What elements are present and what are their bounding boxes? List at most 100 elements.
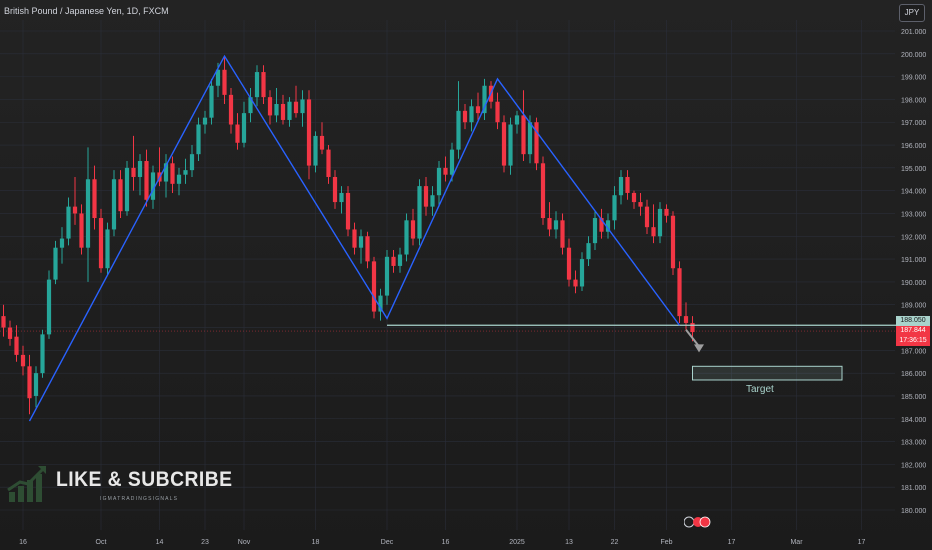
candle-body <box>176 174 182 184</box>
candle-body <box>274 103 279 116</box>
candle-body <box>423 186 429 207</box>
earnings-icon <box>699 516 711 528</box>
x-tick-label: Oct <box>96 539 107 546</box>
level-price-tag: 188.050 <box>896 316 930 326</box>
candle-body <box>111 179 117 230</box>
dividend-icon <box>684 516 695 528</box>
x-tick-label: Feb <box>660 539 672 546</box>
x-tick-label: Nov <box>238 539 251 546</box>
candle-body <box>683 316 689 323</box>
candle-body <box>300 99 305 114</box>
y-tick-label: 199.000 <box>901 75 926 82</box>
x-tick-label: 13 <box>565 539 573 546</box>
candle-body <box>514 115 520 125</box>
y-tick-label: 191.000 <box>901 257 926 264</box>
candle-body <box>664 208 669 216</box>
y-tick-label: 198.000 <box>901 97 926 104</box>
candle-body <box>371 261 377 312</box>
candle-body <box>196 124 201 155</box>
candle-body <box>677 268 682 317</box>
candle-body <box>625 176 630 193</box>
candle-body <box>547 218 552 230</box>
candle-body <box>651 227 656 237</box>
symbol-title: British Pound / Japanese Yen, 1D, FXCM <box>4 6 169 16</box>
candle-body <box>118 179 123 212</box>
y-tick-label: 193.000 <box>901 211 926 218</box>
candle-body <box>189 154 195 171</box>
candle-body <box>92 179 97 219</box>
candle-body <box>573 279 578 287</box>
candle-body <box>358 236 364 248</box>
candle-body <box>124 167 130 212</box>
candle-body <box>170 163 175 184</box>
candle-body <box>261 72 266 98</box>
candle-body <box>332 176 338 203</box>
x-tick-label: Mar <box>790 539 803 546</box>
candle-body <box>339 192 344 203</box>
x-tick-label: 18 <box>312 539 320 546</box>
x-tick-label: 22 <box>611 539 619 546</box>
candle-body <box>469 106 474 123</box>
projection-arrow-shaft <box>685 329 700 347</box>
candle-body <box>79 213 84 248</box>
candle-body <box>72 206 78 214</box>
y-tick-label: 189.000 <box>901 303 926 310</box>
candle-body <box>183 170 188 175</box>
last-price-tag: 187.844 <box>896 326 930 336</box>
candle-body <box>592 218 598 244</box>
candle-body <box>163 163 169 182</box>
candle-body <box>293 101 299 114</box>
candle-body <box>638 202 643 207</box>
candle-body <box>508 124 513 166</box>
candle-body <box>7 327 13 339</box>
candle-body <box>553 220 559 230</box>
candle-body <box>137 161 143 177</box>
candle-body <box>579 259 585 287</box>
candle-body <box>501 122 507 166</box>
candle-body <box>644 206 650 228</box>
candle-body <box>456 110 461 150</box>
candle-body <box>599 218 604 232</box>
x-tick-label: 16 <box>19 539 27 546</box>
x-tick-label: 16 <box>442 539 450 546</box>
y-tick-label: 181.000 <box>901 485 926 492</box>
candle-body <box>222 69 227 95</box>
y-tick-label: 190.000 <box>901 280 926 287</box>
y-tick-label: 185.000 <box>901 394 926 401</box>
candle-body <box>46 279 52 335</box>
candle-body <box>33 373 39 396</box>
candle-body <box>27 366 32 399</box>
candle-body <box>443 167 448 175</box>
y-tick-label: 196.000 <box>901 143 926 150</box>
candle-body <box>66 206 71 239</box>
candle-body <box>20 354 26 367</box>
candle-body <box>85 179 91 248</box>
candle-body <box>352 229 357 248</box>
bar-chart-growth-icon <box>7 466 46 502</box>
candle-body <box>657 208 663 237</box>
candle-body <box>586 243 591 260</box>
candle-body <box>287 101 292 120</box>
candle-body <box>209 85 214 118</box>
candle-body <box>436 167 442 196</box>
x-tick-label: 17 <box>728 539 736 546</box>
candle-body <box>378 295 383 312</box>
event-icons[interactable] <box>684 516 714 528</box>
candle-body <box>131 167 136 177</box>
candle-body <box>345 192 351 230</box>
y-tick-label: 180.000 <box>901 508 926 515</box>
candle-body <box>417 186 422 239</box>
currency-selector[interactable]: JPY <box>899 4 925 22</box>
candle-body <box>560 220 565 248</box>
candle-body <box>521 115 526 155</box>
candle-body <box>410 220 416 239</box>
candle-body <box>105 229 110 269</box>
target-label: Target <box>746 384 774 395</box>
candle-body <box>280 103 286 120</box>
candle-body <box>248 97 253 114</box>
y-tick-label: 184.000 <box>901 417 926 424</box>
candle-body <box>449 149 455 175</box>
candle-body <box>534 122 539 164</box>
